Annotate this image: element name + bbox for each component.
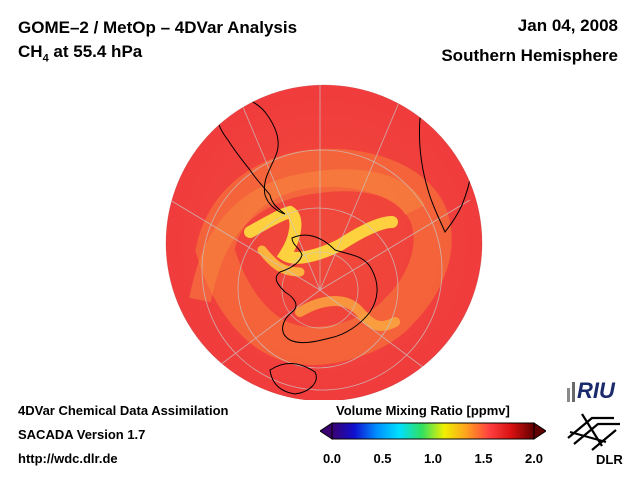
colorbar — [320, 422, 546, 440]
australia-outline — [269, 363, 317, 395]
ch4-orange-band-outer — [189, 169, 425, 303]
ch4-yellow-tail — [257, 245, 305, 277]
ch4-inner-band — [295, 296, 400, 332]
footer-line-2: SACADA Version 1.7 — [18, 427, 146, 442]
colorbar-tick-label: 0.5 — [373, 451, 392, 466]
antarctica-outline — [275, 234, 378, 344]
date-label: Jan 04, 2008 — [517, 16, 618, 35]
colorbar-title: Volume Mixing Ratio [ppmv] — [336, 403, 510, 418]
riu-logo: RIU — [567, 378, 616, 403]
riu-logo-bar-2 — [572, 382, 575, 402]
pressure-level: at 55.4 hPa — [48, 42, 143, 61]
map-title: GOME–2 / MetOp – 4DVar Analysis — [18, 18, 298, 37]
riu-logo-bar-1 — [567, 388, 570, 402]
species-subscript: 4 — [42, 52, 49, 65]
dlr-logo-mark — [567, 413, 620, 451]
colorbar-tick-label: 1.0 — [423, 451, 443, 466]
dlr-logo: DLR — [567, 413, 623, 467]
species-level-label: CH4 at 55.4 hPa — [18, 42, 142, 64]
colorbar-max-arrow — [533, 422, 546, 440]
south-america-outline — [215, 94, 286, 215]
ch4-yellow-band — [244, 205, 398, 264]
colorbar-tick-label: 0.0 — [322, 451, 342, 466]
footer-url: http://wdc.dlr.de — [18, 451, 118, 466]
globe-outline — [165, 84, 483, 400]
colorbar-tick-label: 1.5 — [474, 451, 493, 466]
species-formula: CH — [18, 42, 43, 61]
colorbar-min-arrow — [320, 422, 333, 440]
footer-line-1: 4DVar Chemical Data Assimilation — [18, 403, 229, 418]
region-label: Southern Hemisphere — [441, 46, 618, 65]
globe-map — [165, 84, 483, 400]
colorbar-bar — [331, 422, 535, 440]
colorbar-tick-label: 2.0 — [524, 451, 544, 466]
riu-logo-text: RIU — [577, 378, 616, 403]
ch4-orange-band — [195, 148, 452, 365]
dlr-logo-text: DLR — [596, 452, 623, 467]
